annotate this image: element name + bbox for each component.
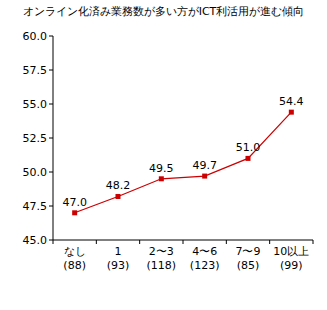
y-tick-label: 57.5 xyxy=(23,64,48,77)
x-tick xyxy=(183,240,184,244)
chart-container: オンライン化済み業務数が多い方がICT利活用が進む傾向 45.0 47.5 50.0 5… xyxy=(0,0,327,310)
x-tick-label: 7〜9(85) xyxy=(236,245,261,272)
x-tick-label: 1(93) xyxy=(107,245,130,272)
y-tick-label: 47.5 xyxy=(23,200,48,213)
data-point xyxy=(202,174,207,179)
x-tick-label: 2〜3(118) xyxy=(147,245,177,272)
y-tick-label: 45.0 xyxy=(23,234,48,247)
y-tick-label: 50.0 xyxy=(23,166,48,179)
data-point xyxy=(289,110,294,115)
x-tick xyxy=(96,240,97,244)
data-point xyxy=(116,194,121,199)
data-label: 48.2 xyxy=(106,179,131,192)
y-tick-label: 52.5 xyxy=(23,132,48,145)
title: オンライン化済み業務数が多い方がICT利活用が進む傾向 xyxy=(23,5,305,18)
x-tick xyxy=(53,240,54,244)
y-tick-label: 60.0 xyxy=(23,30,48,43)
y-tick-label: 55.0 xyxy=(23,98,48,111)
y-tick xyxy=(49,172,53,173)
x-tick xyxy=(313,240,314,244)
data-label: 51.0 xyxy=(236,141,261,154)
x-tick xyxy=(139,240,140,244)
chart-svg: オンライン化済み業務数が多い方がICT利活用が進む傾向 45.0 47.5 50.0 5… xyxy=(0,0,327,310)
y-tick xyxy=(49,240,53,241)
data-label: 47.0 xyxy=(62,196,87,209)
x-tick-label: 4〜6(123) xyxy=(190,245,220,272)
plot-area xyxy=(72,110,294,216)
y-tick xyxy=(49,138,53,139)
x-tick xyxy=(226,240,227,244)
y-tick xyxy=(49,36,53,37)
y-tick xyxy=(49,206,53,207)
data-point xyxy=(159,176,164,181)
data-label: 49.7 xyxy=(192,159,217,172)
data-line xyxy=(75,112,292,213)
data-point xyxy=(72,210,77,215)
x-tick-label: なし(88) xyxy=(63,245,86,272)
y-tick xyxy=(49,70,53,71)
x-tick xyxy=(269,240,270,244)
data-label: 54.4 xyxy=(279,95,304,108)
data-label: 49.5 xyxy=(149,162,174,175)
y-tick xyxy=(49,104,53,105)
x-tick-label: 10以上(99) xyxy=(273,245,309,272)
data-point xyxy=(246,156,251,161)
